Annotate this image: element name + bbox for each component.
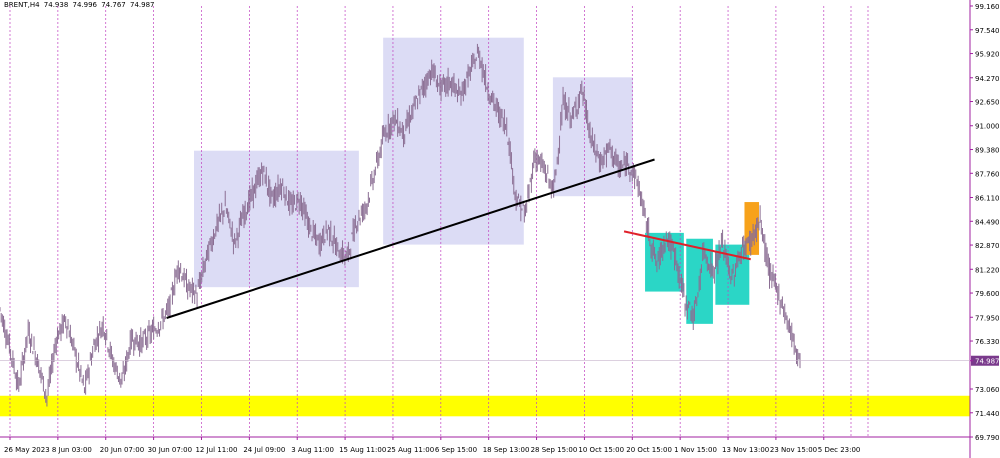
time-tick-label: 5 Dec 23:00 <box>818 446 861 454</box>
zones-layer <box>0 37 970 417</box>
time-tick-label: 28 Sep 15:00 <box>531 446 578 454</box>
symbol-name: BRENT,H4 <box>4 1 40 9</box>
black-trendline <box>166 158 655 319</box>
yellow-zone <box>0 395 970 417</box>
time-tick-label: 13 Nov 13:00 <box>722 446 769 454</box>
price-tick-label: 69.790 <box>975 434 1000 442</box>
time-tick-label: 15 Aug 11:00 <box>339 446 386 454</box>
lavender-zone <box>194 150 359 288</box>
price-tick-label: 73.060 <box>975 386 1000 394</box>
high-value: 74.996 <box>72 1 98 9</box>
trendlines-layer <box>166 158 751 319</box>
price-tick-label: 86.110 <box>975 195 1000 203</box>
time-tick-label: 1 Nov 15:00 <box>674 446 717 454</box>
time-axis: 26 May 2023 8 Jun 03:00 20 Jun 07:00 30 Jun… <box>0 436 970 454</box>
current-price-badge <box>971 355 999 366</box>
time-tick-label: 24 Jul 09:00 <box>243 446 285 454</box>
price-tick-label: 71.440 <box>975 410 1000 418</box>
time-tick-label: 8 Jun 03:00 <box>52 446 92 454</box>
price-tick-label: 81.220 <box>975 266 1000 274</box>
time-tick-label: 6 Sep 15:00 <box>435 446 477 454</box>
time-tick-label: 18 Sep 13:00 <box>483 446 530 454</box>
low-value: 74.767 <box>101 1 126 9</box>
close-value: 74.987 <box>129 1 155 9</box>
symbol-header: BRENT,H4 74.938 74.996 74.767 74.987 <box>4 1 156 9</box>
time-tick-label: 26 May 2023 <box>4 446 50 454</box>
time-tick-label: 20 Jun 07:00 <box>100 446 144 454</box>
time-tick-label: 12 Jul 11:00 <box>195 446 237 454</box>
time-tick-label: 25 Aug 11:00 <box>387 446 434 454</box>
red-trendline <box>623 230 751 261</box>
price-tick-label: 84.490 <box>975 218 1000 226</box>
time-tick-label: 23 Nov 15:00 <box>770 446 817 454</box>
time-tick-label: 20 Oct 15:00 <box>626 446 672 454</box>
price-tick-label: 87.760 <box>975 170 1000 178</box>
time-tick-label: 10 Oct 15:00 <box>578 446 624 454</box>
candles-layer <box>0 43 801 407</box>
price-tick-label: 79.600 <box>975 290 1000 298</box>
price-tick-label: 95.920 <box>975 51 1000 59</box>
price-tick-label: 89.380 <box>975 147 1000 155</box>
price-tick-label: 76.330 <box>975 338 1000 346</box>
time-tick-label: 30 Jun 07:00 <box>148 446 192 454</box>
price-tick-label: 97.540 <box>975 27 1000 35</box>
price-tick-label: 99.160 <box>975 3 1000 11</box>
price-tick-label: 74.987 <box>975 358 1000 366</box>
open-value: 74.938 <box>43 1 69 9</box>
price-tick-label: 91.000 <box>975 123 1000 131</box>
price-tick-label: 82.870 <box>975 242 1000 250</box>
time-tick-label: 3 Aug 11:00 <box>291 446 334 454</box>
price-tick-label: 77.950 <box>975 314 1000 322</box>
price-tick-label: 92.650 <box>975 99 1000 107</box>
price-tick-label: 94.270 <box>975 75 1000 83</box>
